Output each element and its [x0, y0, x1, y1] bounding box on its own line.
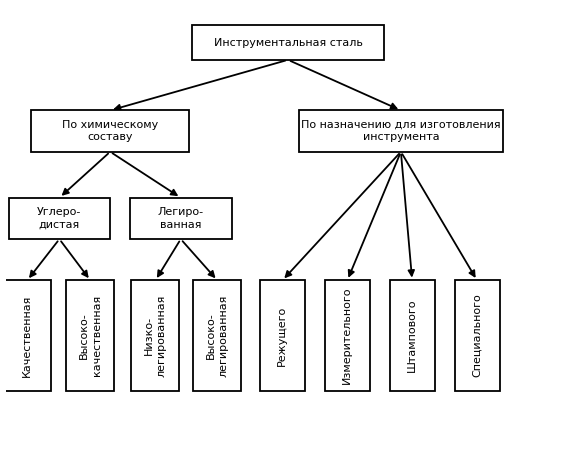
Text: Низко-
легированная: Низко- легированная	[144, 295, 166, 377]
Bar	[325, 280, 370, 391]
Text: Измерительного: Измерительного	[342, 287, 353, 385]
Text: Углеро-
дистая: Углеро- дистая	[37, 207, 82, 230]
Bar	[192, 25, 384, 60]
Bar	[3, 280, 51, 391]
Bar	[66, 280, 115, 391]
Text: Штампового: Штампового	[407, 299, 417, 372]
Text: Режущего: Режущего	[278, 305, 287, 366]
Bar	[454, 280, 499, 391]
Bar	[31, 110, 189, 152]
Bar	[9, 198, 110, 239]
Bar	[131, 280, 179, 391]
Bar	[300, 110, 502, 152]
Text: По назначению для изготовления
инструмента: По назначению для изготовления инструмен…	[301, 120, 501, 142]
Bar	[389, 280, 435, 391]
Text: По химическому
составу: По химическому составу	[62, 120, 158, 142]
Text: Высоко-
качественная: Высоко- качественная	[79, 295, 101, 376]
Bar	[260, 280, 305, 391]
Text: Качественная: Качественная	[22, 295, 32, 377]
Text: Инструментальная сталь: Инструментальная сталь	[214, 38, 362, 48]
Bar	[130, 198, 232, 239]
Text: Высоко-
легированная: Высоко- легированная	[206, 295, 229, 377]
Bar	[194, 280, 241, 391]
Text: Легиро-
ванная: Легиро- ванная	[158, 207, 204, 230]
Text: Специального: Специального	[472, 294, 482, 378]
